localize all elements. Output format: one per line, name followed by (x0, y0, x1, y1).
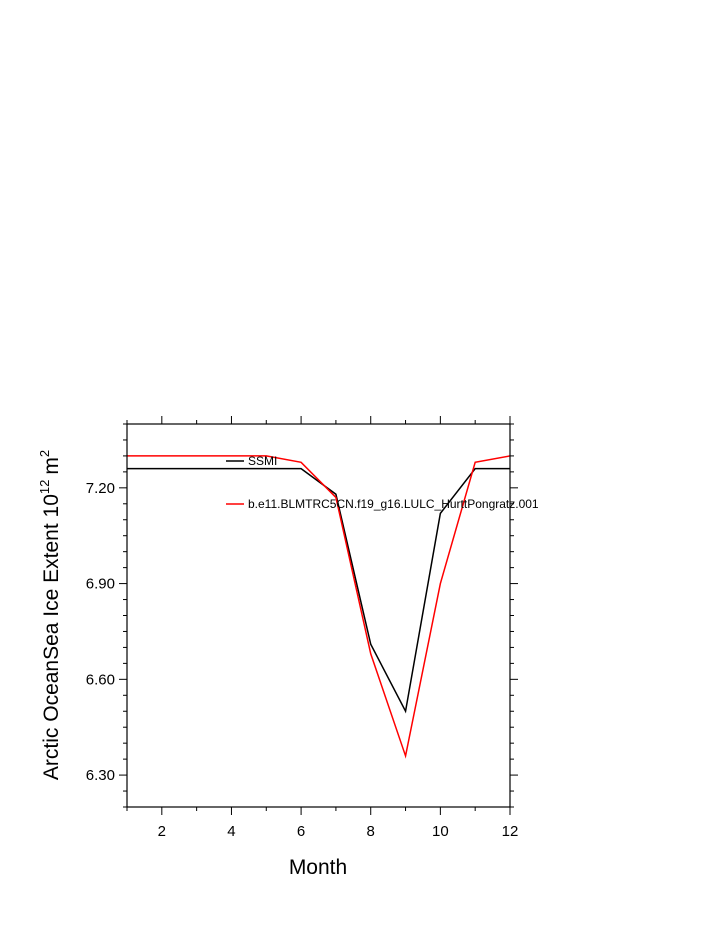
y-axis-title-exponent: 12 (37, 480, 52, 494)
x-tick-label: 2 (158, 823, 166, 840)
legend-label-0: SSMI (248, 454, 277, 468)
axis-ticks: 2 4 6 8 10 12 6.30 6.60 6.90 7.20 (86, 416, 519, 840)
series-line-1 (127, 455, 510, 759)
legend-label-1: b.e11.BLMTRC5CN.f19_g16.LULC_HurttPongra… (248, 497, 539, 511)
y-tick-label: 6.30 (86, 767, 115, 784)
x-tick-label: 8 (367, 823, 375, 840)
x-axis-title: Month (289, 856, 347, 879)
x-tick-label: 6 (297, 823, 305, 840)
y-tick-label: 6.60 (86, 671, 115, 688)
x-tick-label: 10 (432, 823, 449, 840)
y-axis-title-main: Arctic OceanSea Ice Extent 10 (40, 494, 63, 780)
y-tick-label: 6.90 (86, 576, 115, 593)
y-axis-title-unit-exponent: 2 (37, 450, 52, 457)
y-axis-title-unit: m (40, 457, 63, 475)
y-tick-label: 7.20 (86, 480, 115, 497)
x-tick-label: 12 (502, 823, 519, 840)
series-line-0 (127, 467, 510, 714)
x-tick-label: 4 (227, 823, 235, 840)
y-axis-title: Arctic OceanSea Ice Extent 1012 m2 (37, 450, 63, 780)
legend: SSMI b.e11.BLMTRC5CN.f19_g16.LULC_HurttPo… (226, 454, 539, 511)
series-layer (127, 455, 510, 759)
